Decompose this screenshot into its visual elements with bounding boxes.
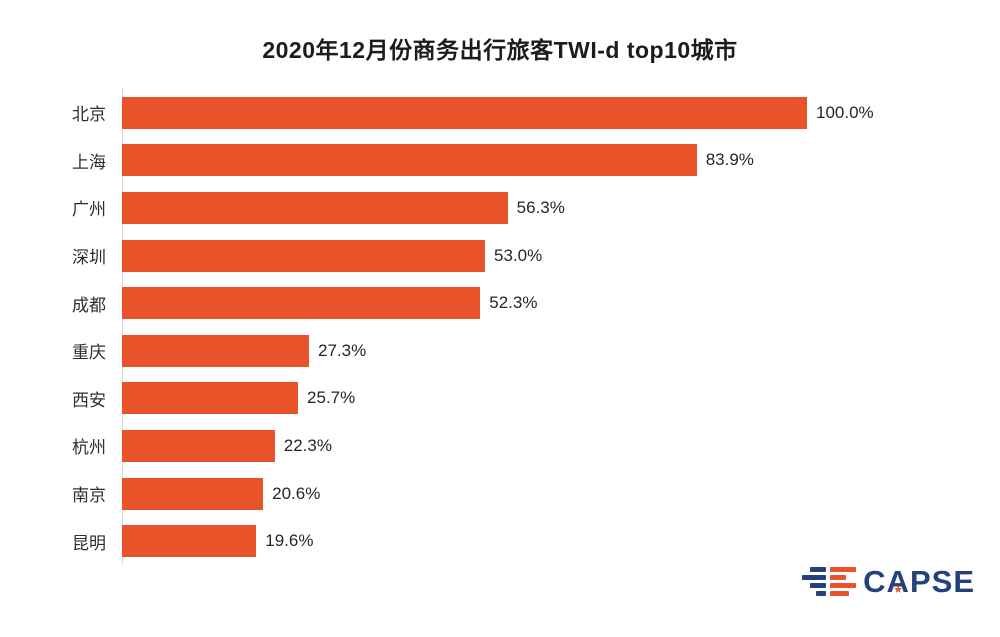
bar-value-label: 53.0% xyxy=(494,245,543,265)
logo-star-icon: ★ xyxy=(893,584,904,596)
chart-row: 上海 83.9% xyxy=(0,137,1000,185)
bar-track: 83.9% xyxy=(122,137,807,185)
chart-row: 重庆 27.3% xyxy=(0,327,1000,375)
capse-logo: CA ★ PSE xyxy=(802,566,975,597)
logo-orange-stripes xyxy=(830,567,857,596)
bar-value-label: 52.3% xyxy=(489,293,538,313)
chart-row: 广州 56.3% xyxy=(0,184,1000,232)
bar-track: 52.3% xyxy=(122,279,807,327)
bar-category-label: 广州 xyxy=(72,200,106,220)
capse-stripes-icon xyxy=(802,567,857,596)
chart-row: 昆明 19.6% xyxy=(0,517,1000,565)
bar-value-label: 27.3% xyxy=(318,340,367,360)
bar-track: 56.3% xyxy=(122,184,807,232)
bar-value-label: 83.9% xyxy=(705,150,754,170)
bar-value-label: 56.3% xyxy=(516,197,565,217)
chart-row: 南京 20.6% xyxy=(0,470,1000,518)
chart-row: 北京 100.0% xyxy=(0,89,1000,137)
bar-track: 53.0% xyxy=(122,232,807,280)
bar xyxy=(122,191,508,224)
bar-category-label: 昆明 xyxy=(72,533,106,553)
bar-value-label: 22.3% xyxy=(283,435,332,455)
bar-value-label: 25.7% xyxy=(307,388,356,408)
bar xyxy=(122,525,257,558)
bar xyxy=(122,334,309,367)
chart-row: 杭州 22.3% xyxy=(0,422,1000,470)
bar-value-label: 100.0% xyxy=(816,102,874,122)
bar-track: 27.3% xyxy=(122,327,807,375)
bar xyxy=(122,239,486,272)
bar-category-label: 南京 xyxy=(72,486,106,506)
bar-track: 100.0% xyxy=(122,89,874,137)
bar-category-label: 重庆 xyxy=(72,343,106,363)
bar xyxy=(122,144,697,177)
chart-rows: 北京 100.0% 上海 83.9% 广州 56.3% 深圳 53.0% 成都 … xyxy=(0,89,1000,565)
bar-category-label: 成都 xyxy=(72,295,106,315)
bar-track: 25.7% xyxy=(122,375,807,423)
bar xyxy=(122,477,264,510)
bar-value-label: 19.6% xyxy=(265,531,314,551)
bar-category-label: 杭州 xyxy=(72,438,106,458)
bar-track: 19.6% xyxy=(122,517,807,565)
bar xyxy=(122,382,299,415)
bar-category-label: 北京 xyxy=(72,105,106,125)
chart-row: 西安 25.7% xyxy=(0,375,1000,423)
chart-row: 深圳 53.0% xyxy=(0,232,1000,280)
bar-category-label: 西安 xyxy=(72,390,106,410)
bar xyxy=(122,429,275,462)
bar xyxy=(122,96,807,129)
bar-category-label: 深圳 xyxy=(72,248,106,268)
chart-row: 成都 52.3% xyxy=(0,279,1000,327)
logo-blue-stripes xyxy=(802,567,827,596)
bar-track: 22.3% xyxy=(122,422,807,470)
chart-title: 2020年12月份商务出行旅客TWI-d top10城市 xyxy=(262,37,738,63)
bar-value-label: 20.6% xyxy=(272,483,321,503)
bar-category-label: 上海 xyxy=(72,152,106,172)
bar xyxy=(122,287,481,320)
bar-track: 20.6% xyxy=(122,470,807,518)
bar-chart: 北京 100.0% 上海 83.9% 广州 56.3% 深圳 53.0% 成都 … xyxy=(0,87,1000,565)
capse-logo-text: CA ★ PSE xyxy=(863,564,975,599)
